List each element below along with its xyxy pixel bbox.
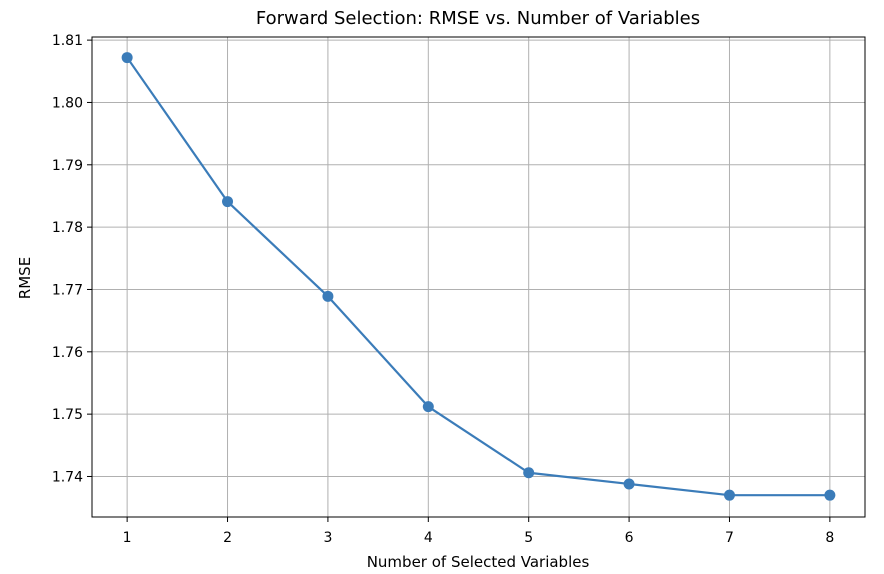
x-tick-label: 1 <box>123 530 132 546</box>
y-tick-label: 1.76 <box>52 345 83 361</box>
y-tick-label: 1.79 <box>52 158 83 174</box>
x-tick-label: 5 <box>524 530 533 546</box>
x-tick-label: 6 <box>625 530 634 546</box>
x-tick-label: 3 <box>323 530 332 546</box>
data-point <box>121 52 133 64</box>
y-axis-label: RMSE <box>16 257 34 299</box>
data-point <box>824 489 836 501</box>
data-point <box>523 467 535 479</box>
x-axis-label: Number of Selected Variables <box>367 553 590 570</box>
data-series <box>121 52 836 501</box>
series-line <box>126 56 830 497</box>
data-point <box>723 489 735 501</box>
y-tick-label: 1.80 <box>52 95 83 111</box>
data-point <box>322 290 334 302</box>
data-point <box>422 401 434 413</box>
x-tick-label: 7 <box>725 530 734 546</box>
y-tick-label: 1.81 <box>52 33 83 49</box>
chart-title: Forward Selection: RMSE vs. Number of Va… <box>256 8 700 29</box>
x-tick-label: 2 <box>223 530 232 546</box>
grid-lines <box>92 37 865 517</box>
plot-frame <box>91 36 866 518</box>
x-tick-label: 8 <box>825 530 834 546</box>
data-point <box>623 478 635 490</box>
y-tick-label: 1.74 <box>52 469 83 485</box>
y-tick-label: 1.77 <box>52 282 83 298</box>
data-point <box>222 196 234 208</box>
y-tick-label: 1.75 <box>52 407 83 423</box>
axis-ticks: 1 2 3 4 5 6 7 8 1.74 1.75 1.76 1.77 1.78 1.79 1.80 1.81 <box>52 33 834 546</box>
y-tick-label: 1.78 <box>52 220 83 236</box>
x-tick-label: 4 <box>424 530 433 546</box>
